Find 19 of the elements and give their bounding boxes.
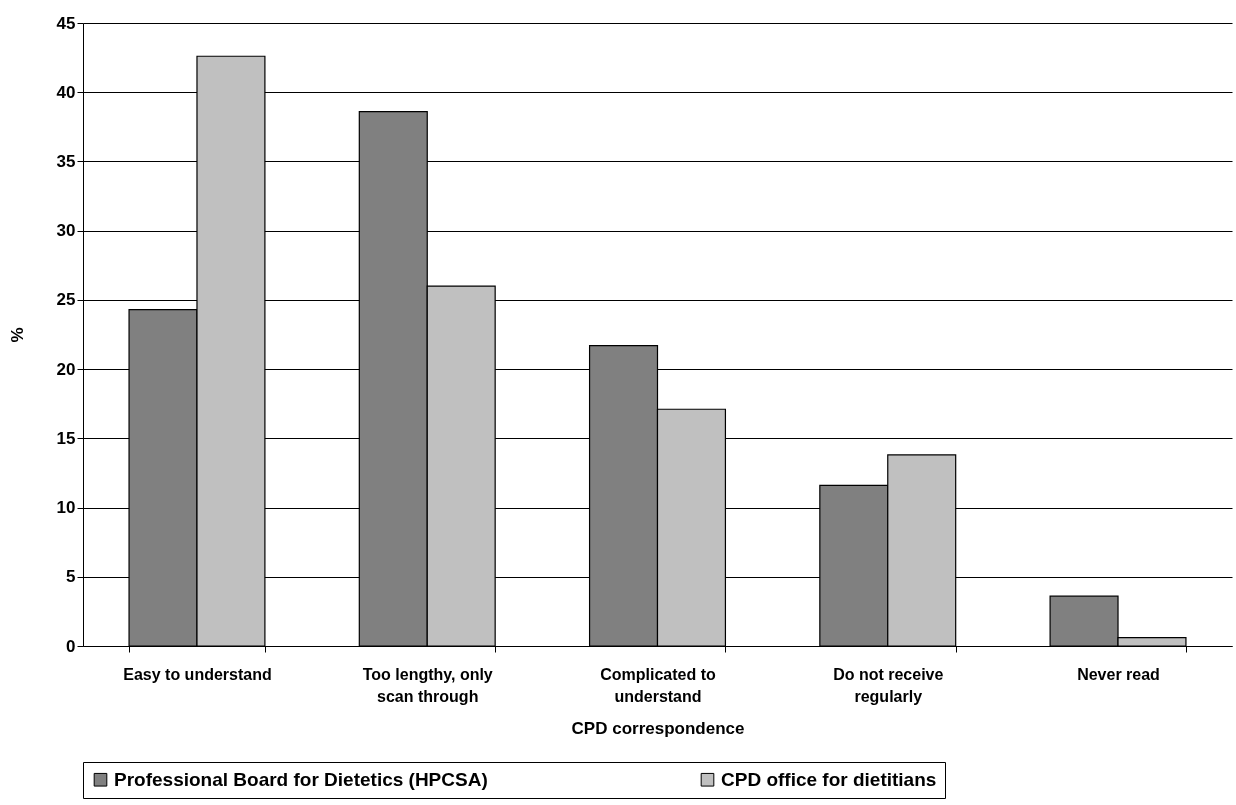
y-tick-label: 20 [56, 359, 76, 379]
y-tick-label: 10 [56, 498, 76, 518]
y-tick-label: 0 [66, 636, 76, 656]
y-tick-label: 45 [56, 13, 76, 33]
x-tick-label: Complicated to understand [600, 665, 717, 705]
x-tick-label: Easy to understand [123, 665, 272, 683]
y-axis-title: % [7, 327, 27, 343]
legend-label: CPD office for dietitians [721, 768, 937, 790]
y-tick-label: 40 [56, 82, 76, 102]
x-tick-label: Never read [1077, 665, 1160, 683]
y-tick-label: 25 [56, 290, 76, 310]
y-tick-label: 30 [56, 221, 76, 241]
x-tick-label: Too lengthy, only scan through [362, 665, 493, 705]
y-tick-label: 15 [56, 428, 76, 448]
x-tick-label: Do not receive regularly [833, 665, 944, 705]
y-tick-label: 5 [66, 567, 76, 587]
legend-label: Professional Board for Dietetics (HPCSA) [114, 768, 488, 790]
y-tick-label: 35 [56, 151, 76, 171]
x-axis-title: CPD correspondence [571, 718, 745, 738]
